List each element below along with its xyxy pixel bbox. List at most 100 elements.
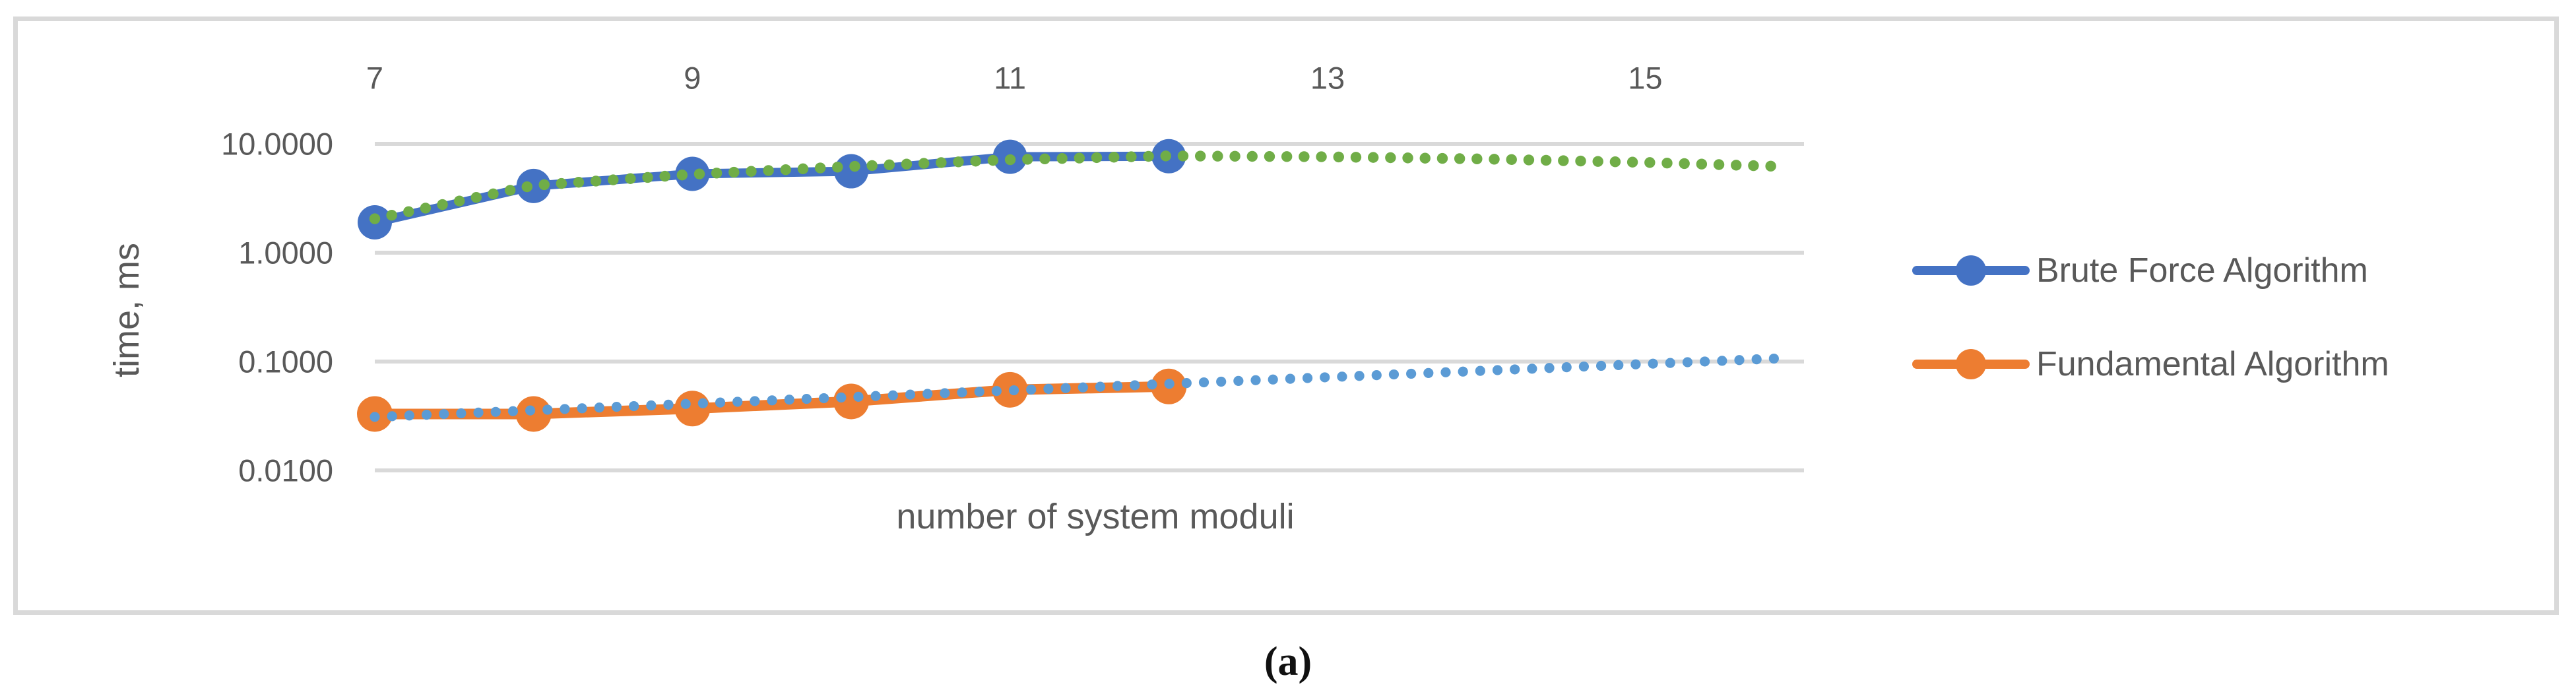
trendline-dot — [421, 410, 432, 420]
trendline-dot — [1682, 357, 1693, 367]
trendline-dot — [403, 206, 414, 217]
trendline-dot — [625, 173, 636, 184]
trendline-dot — [1285, 373, 1295, 384]
y-axis-title: time, ms — [107, 242, 146, 378]
trendline-dot — [866, 160, 878, 172]
trendline-dot — [1264, 150, 1275, 162]
trendline-dot — [473, 407, 484, 418]
y-tick-label: 0.0100 — [238, 453, 333, 488]
trendline-dot — [1126, 151, 1137, 162]
trendline-dot — [1436, 152, 1448, 164]
trendline-dot — [525, 405, 536, 416]
legend-label: Fundamental Algorithm — [2036, 345, 2389, 383]
trendline-dot — [1575, 155, 1586, 167]
trendline-dot — [1194, 150, 1206, 162]
trendline-dot — [1112, 381, 1123, 391]
trendline-dot — [1402, 152, 1413, 164]
x-tick-label: 11 — [994, 60, 1027, 96]
x-tick-label: 13 — [1310, 60, 1345, 96]
trendline-dot — [884, 159, 895, 171]
trendline-dot — [1561, 362, 1572, 373]
trendline-dot — [1004, 154, 1016, 166]
trendline-dot — [1527, 364, 1537, 374]
trendline-dot — [750, 396, 760, 406]
trendline-dot — [901, 158, 913, 170]
trendline-dot — [1078, 382, 1088, 393]
trendline-dot — [594, 402, 604, 413]
trendline-dot — [454, 195, 465, 207]
trendline-dot — [763, 165, 774, 176]
trendline-dot — [1008, 385, 1019, 396]
trendline-dot — [1734, 355, 1745, 366]
trendline-dot — [1454, 153, 1465, 164]
trendline-dot — [1229, 150, 1240, 162]
x-tick-label: 7 — [366, 60, 384, 96]
trendline-dot — [590, 175, 602, 187]
trendline-dot — [1609, 156, 1621, 168]
trendline-dot — [663, 399, 674, 410]
trendline-dot — [1751, 354, 1762, 365]
trendline-dot — [870, 391, 881, 401]
trendline-dot — [420, 203, 432, 214]
trendline-dot — [556, 177, 567, 189]
trendline-dot — [1630, 359, 1641, 369]
x-tick-label: 9 — [684, 60, 701, 96]
legend-marker-icon — [1956, 349, 1986, 379]
trendline-dot — [611, 402, 622, 412]
trendline-dot — [1544, 363, 1555, 373]
trendline-dot — [1419, 152, 1431, 164]
trendline-dot — [767, 395, 777, 406]
y-tick-label: 10.0000 — [221, 126, 333, 162]
trendline-dot — [1060, 383, 1071, 393]
trendline-dot — [970, 156, 981, 167]
trendline-dot — [728, 166, 740, 178]
trendline-dot — [1696, 158, 1708, 170]
data-point-marker — [516, 168, 551, 203]
trendline-dot — [521, 181, 532, 193]
trendline-dot — [918, 158, 930, 169]
trendline-dot — [387, 411, 397, 422]
trendline-dot — [1109, 152, 1120, 163]
trendline-dot — [538, 179, 550, 191]
trendline-dot — [1246, 150, 1258, 162]
trendline-dot — [784, 395, 794, 405]
trendline-dot — [1440, 367, 1451, 377]
data-point-marker — [675, 156, 710, 191]
trendline-dot — [836, 392, 847, 403]
trendline-dot — [1268, 374, 1278, 385]
trendline-dot — [922, 389, 933, 399]
trendline-dot — [957, 387, 967, 398]
trendline-dot — [1198, 377, 1209, 388]
trendline-dot — [1558, 155, 1569, 166]
y-tick-label: 0.1000 — [238, 344, 333, 379]
trendline-dot — [940, 388, 950, 398]
trendline-dot — [1022, 154, 1033, 165]
trendline-dot — [542, 404, 553, 415]
trendline-dot — [1250, 375, 1261, 385]
trendline-dot — [507, 406, 519, 416]
trendline-dot — [1337, 371, 1347, 382]
trendline-dot — [732, 397, 743, 407]
trendline-dot — [1130, 380, 1140, 391]
trendline-dot — [646, 400, 657, 411]
trendline-dot — [369, 213, 381, 224]
trendline-dot — [1233, 375, 1244, 386]
trendline-dot — [1679, 158, 1690, 170]
trendline-dot — [1371, 370, 1382, 381]
trendline-dot — [715, 397, 726, 408]
trendline-dot — [1510, 364, 1520, 375]
trendline-dot — [1164, 379, 1175, 389]
trendline-dot — [1648, 358, 1658, 369]
legend-item-fundamental: Fundamental Algorithm — [1912, 338, 2389, 391]
trendline-dot — [577, 403, 587, 414]
trendline-dot — [1731, 160, 1742, 171]
trendline-dot — [1074, 152, 1085, 164]
trendline-dot — [404, 410, 414, 421]
legend-item-brute-force: Brute Force Algorithm — [1912, 244, 2368, 297]
trendline-dot — [642, 172, 653, 183]
trendline-dot — [1026, 384, 1037, 395]
trendline-dot — [470, 192, 482, 203]
trendline-dot — [1471, 153, 1483, 165]
trendline-dot — [1316, 151, 1327, 162]
trendline-dot — [780, 164, 791, 175]
